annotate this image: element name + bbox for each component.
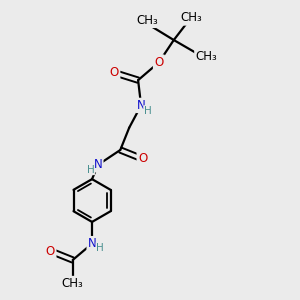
Text: H: H — [87, 165, 94, 175]
Text: H: H — [144, 106, 152, 116]
Text: CH₃: CH₃ — [196, 50, 217, 63]
Text: N: N — [137, 99, 146, 112]
Text: O: O — [138, 152, 147, 165]
Text: O: O — [110, 66, 119, 79]
Text: O: O — [46, 244, 55, 258]
Text: N: N — [94, 158, 102, 171]
Text: CH₃: CH₃ — [136, 14, 158, 27]
Text: O: O — [154, 56, 164, 69]
Text: CH₃: CH₃ — [181, 11, 202, 24]
Text: N: N — [88, 237, 96, 250]
Text: CH₃: CH₃ — [62, 277, 84, 290]
Text: H: H — [96, 243, 104, 253]
